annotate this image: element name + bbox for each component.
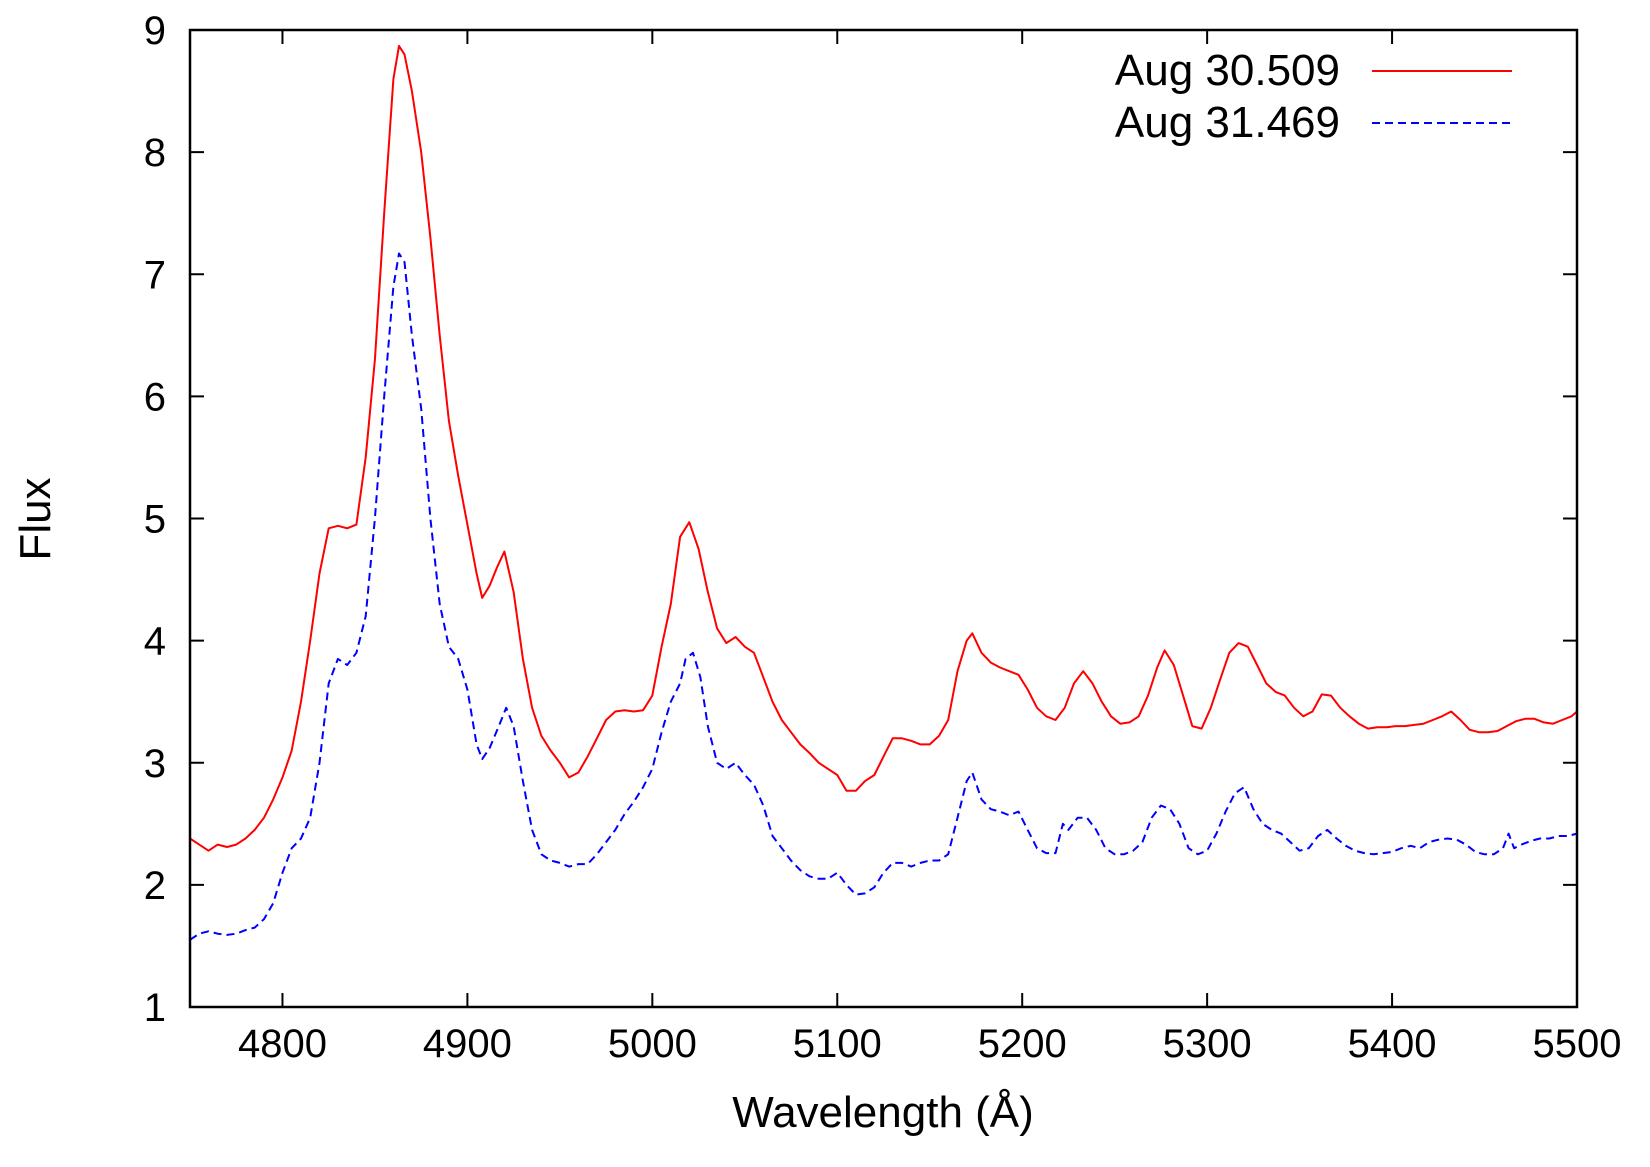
- y-axis: 1 2 3 4 5 6 7 8 9: [144, 9, 1577, 1030]
- series-line-1: [189, 44, 1578, 852]
- legend-label-1: Aug 30.509: [1115, 46, 1340, 95]
- x-axis: 4800 4900 5000 5100 5200 5300 5400 5500: [238, 30, 1622, 1066]
- x-tick-label: 5400: [1348, 1022, 1437, 1066]
- y-tick-label: 6: [144, 375, 166, 419]
- x-tick-label: 5300: [1163, 1022, 1252, 1066]
- y-tick-label: 2: [144, 864, 166, 908]
- x-tick-label: 5500: [1533, 1022, 1622, 1066]
- y-tick-label: 1: [144, 986, 166, 1030]
- x-axis-label: Wavelength (Å): [732, 1088, 1034, 1137]
- x-tick-label: 5100: [793, 1022, 882, 1066]
- y-tick-label: 9: [144, 9, 166, 53]
- series-line-2: [189, 252, 1578, 941]
- x-tick-label: 4800: [238, 1022, 327, 1066]
- y-tick-label: 7: [144, 253, 166, 297]
- y-tick-label: 4: [144, 620, 166, 664]
- plot-frame: [188, 28, 1579, 1009]
- x-tick-label: 5000: [608, 1022, 697, 1066]
- legend-label-2: Aug 31.469: [1115, 98, 1340, 147]
- y-tick-label: 3: [144, 742, 166, 786]
- y-axis-label: Flux: [11, 477, 60, 560]
- y-tick-label: 5: [144, 498, 166, 542]
- x-tick-label: 4900: [423, 1022, 512, 1066]
- x-tick-label: 5200: [978, 1022, 1067, 1066]
- series-layer: [189, 44, 1578, 941]
- y-tick-label: 8: [144, 131, 166, 175]
